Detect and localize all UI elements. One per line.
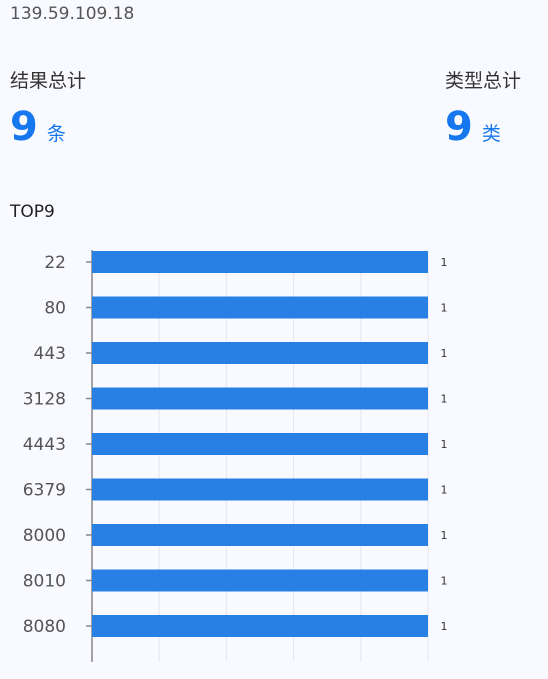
result-total-stat: 结果总计 9 条 [10,66,86,147]
bar [92,524,428,546]
type-total-unit: 类 [481,123,501,145]
y-tick-label: 8000 [23,526,66,546]
y-tick-label: 22 [44,253,66,273]
bar-value-label: 1 [441,347,448,360]
y-tick-label: 443 [34,344,66,364]
bar [92,387,428,410]
bar-value-label: 1 [441,256,448,269]
top-ports-bar-chart: 22 1 80 1 443 1 3128 1 4443 1 6379 1 8000 1 8010 1 8080 1 [23,250,448,662]
result-total-unit: 条 [46,123,66,145]
type-total-stat: 类型总计 9 类 [445,66,521,147]
bar [92,342,428,364]
bar [92,251,428,273]
bar [92,296,428,319]
y-tick-label: 8010 [23,572,66,592]
type-total-label: 类型总计 [445,70,522,92]
type-total-value: 9 [445,104,473,150]
bar-value-label: 1 [441,302,448,315]
bar [92,433,428,455]
bar-value-label: 1 [441,393,448,406]
bar-value-label: 1 [441,529,448,542]
ip-address: 139.59.109.18 [10,4,135,24]
result-total-value: 9 [10,104,38,150]
bar-value-label: 1 [441,575,448,588]
y-tick-label: 6379 [23,481,66,501]
y-tick-label: 8080 [23,617,66,637]
y-tick-label: 80 [44,299,66,319]
result-total-label: 结果总计 [10,70,87,92]
bar-value-label: 1 [441,438,448,451]
bar [92,569,428,592]
top-list-title: TOP9 [10,202,55,222]
bar-value-label: 1 [441,620,448,633]
y-tick-label: 4443 [23,435,66,455]
bar [92,615,428,637]
bar-value-label: 1 [441,484,448,497]
bar [92,478,428,501]
y-tick-label: 3128 [23,390,66,410]
